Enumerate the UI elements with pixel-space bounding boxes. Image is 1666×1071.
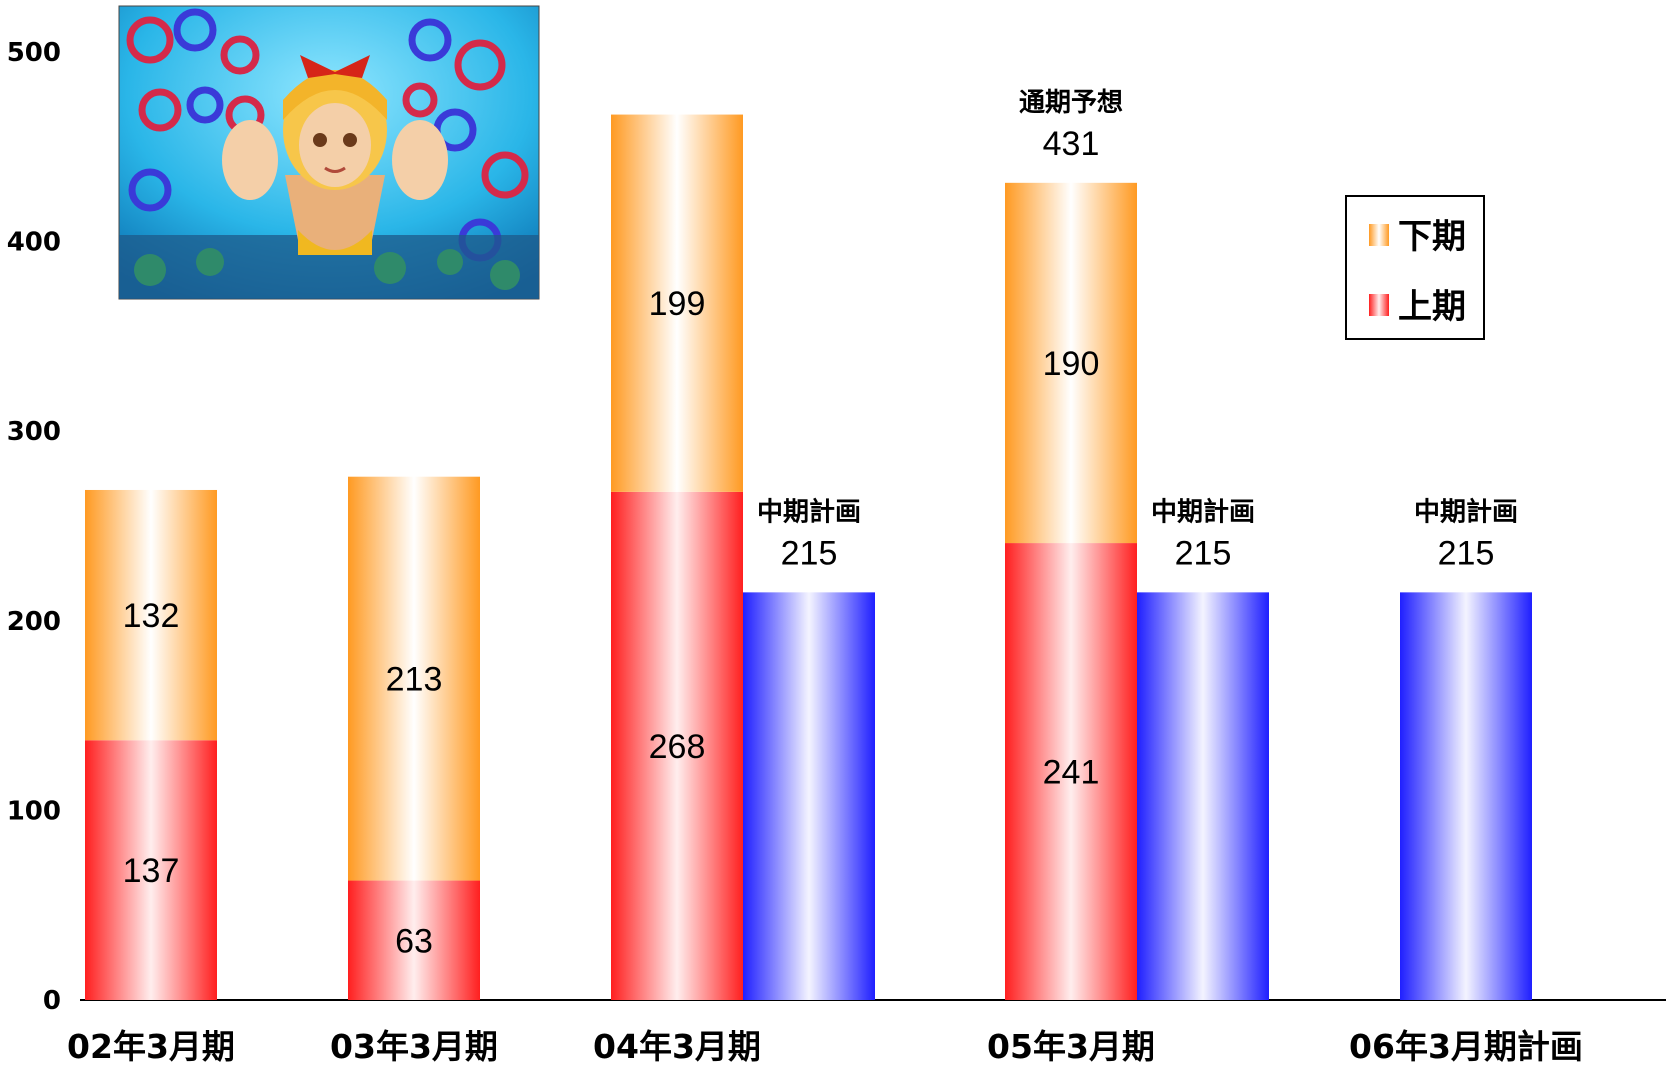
legend-label: 上期 — [1398, 287, 1466, 327]
bar-plan — [1400, 592, 1532, 1000]
legend-swatch — [1369, 294, 1389, 316]
data-label: 137 — [123, 852, 180, 890]
legend-label: 下期 — [1398, 217, 1466, 257]
annotation-value: 215 — [1175, 534, 1232, 572]
y-tick-label: 200 — [7, 607, 61, 637]
decorative-illustration — [118, 5, 540, 300]
bar-segment-second-half — [611, 114, 743, 492]
x-category-label: 04年3月期 — [593, 1027, 761, 1066]
y-tick-label: 400 — [7, 228, 61, 258]
legend-swatch — [1369, 224, 1389, 246]
data-label: 63 — [395, 922, 433, 960]
bar-segment-first-half — [611, 491, 743, 1000]
y-tick-label: 100 — [7, 796, 61, 826]
bar-segment-second-half — [348, 476, 480, 881]
data-label: 241 — [1043, 754, 1100, 792]
axes: 0 100 200 300 400 500 02年3月期 03年3月期 04年3月期 05年3月期… — [7, 38, 1666, 1066]
x-category-label: 06年3月期計画 — [1349, 1027, 1583, 1066]
bar-segment-second-half — [85, 489, 217, 741]
bars — [85, 114, 1532, 1000]
labels: 137 132 63 213 268 199 241 190 中期計画 215 通期予想 431 中期計… — [123, 88, 1518, 960]
annotation-title: 通期予想 — [1019, 88, 1123, 118]
x-category-label: 05年3月期 — [987, 1027, 1155, 1066]
x-category-label: 02年3月期 — [67, 1027, 235, 1066]
bar-plan — [1137, 592, 1269, 1000]
data-label: 190 — [1043, 345, 1100, 383]
data-label: 213 — [386, 661, 443, 699]
bar-segment-first-half — [348, 880, 480, 1000]
bar-segment-second-half — [1005, 182, 1137, 544]
annotation-title: 中期計画 — [1151, 496, 1255, 527]
y-tick-label: 300 — [7, 417, 61, 447]
data-label: 268 — [649, 728, 706, 766]
data-label: 199 — [649, 285, 706, 323]
annotation-value: 215 — [781, 534, 838, 572]
y-tick-label: 500 — [7, 38, 61, 68]
annotation-title: 中期計画 — [1414, 496, 1518, 527]
annotation-title: 中期計画 — [757, 496, 861, 527]
annotation-value: 431 — [1043, 125, 1100, 163]
bar-segment-first-half — [85, 740, 217, 1000]
annotation-value: 215 — [1438, 534, 1495, 572]
y-tick-label: 0 — [43, 986, 61, 1016]
data-label: 132 — [123, 597, 180, 635]
bar-segment-first-half — [1005, 543, 1137, 1000]
bar-plan — [743, 592, 875, 1000]
x-category-label: 03年3月期 — [330, 1027, 498, 1066]
